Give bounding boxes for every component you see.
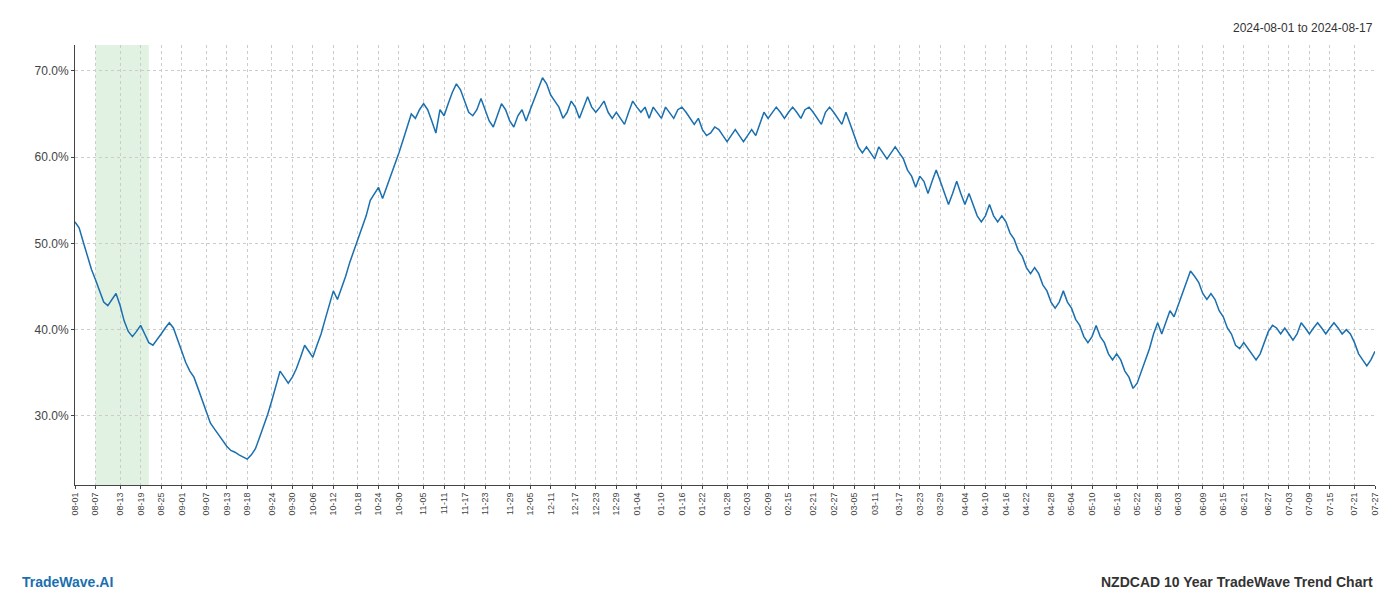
svg-text:05-04: 05-04 bbox=[1066, 493, 1076, 516]
svg-text:08-19: 08-19 bbox=[136, 493, 146, 516]
svg-text:01-22: 01-22 bbox=[697, 493, 707, 516]
svg-text:70.0%: 70.0% bbox=[35, 64, 69, 78]
svg-text:09-01: 09-01 bbox=[177, 493, 187, 516]
svg-text:05-16: 05-16 bbox=[1112, 493, 1122, 516]
svg-text:07-09: 07-09 bbox=[1304, 493, 1314, 516]
svg-text:02-09: 02-09 bbox=[763, 493, 773, 516]
svg-text:01-16: 01-16 bbox=[677, 493, 687, 516]
svg-text:06-09: 06-09 bbox=[1198, 493, 1208, 516]
svg-text:60.0%: 60.0% bbox=[35, 150, 69, 164]
svg-text:04-22: 04-22 bbox=[1021, 493, 1031, 516]
svg-text:12-23: 12-23 bbox=[591, 493, 601, 516]
svg-text:03-29: 03-29 bbox=[935, 493, 945, 516]
svg-text:11-29: 11-29 bbox=[505, 493, 515, 515]
svg-text:2024-08-01 to 2024-08-17: 2024-08-01 to 2024-08-17 bbox=[1233, 21, 1373, 35]
svg-text:06-27: 06-27 bbox=[1263, 493, 1273, 516]
svg-text:NZDCAD 10 Year TradeWave Trend: NZDCAD 10 Year TradeWave Trend Chart bbox=[1101, 574, 1373, 590]
svg-text:12-29: 12-29 bbox=[611, 493, 621, 516]
svg-text:11-23: 11-23 bbox=[480, 493, 490, 515]
svg-text:09-13: 09-13 bbox=[222, 493, 232, 516]
svg-text:12-17: 12-17 bbox=[570, 493, 580, 516]
svg-text:10-18: 10-18 bbox=[353, 493, 363, 516]
svg-text:11-17: 11-17 bbox=[460, 493, 470, 515]
svg-text:12-11: 12-11 bbox=[546, 493, 556, 515]
svg-text:08-07: 08-07 bbox=[90, 493, 100, 516]
svg-text:05-22: 05-22 bbox=[1132, 493, 1142, 516]
svg-text:09-18: 09-18 bbox=[242, 493, 252, 516]
svg-text:03-05: 03-05 bbox=[849, 493, 859, 516]
svg-text:02-27: 02-27 bbox=[829, 493, 839, 516]
svg-text:07-27: 07-27 bbox=[1370, 493, 1380, 516]
svg-text:09-24: 09-24 bbox=[267, 493, 277, 516]
svg-text:01-10: 01-10 bbox=[656, 493, 666, 516]
svg-text:09-30: 09-30 bbox=[287, 493, 297, 516]
svg-text:05-28: 05-28 bbox=[1153, 493, 1163, 516]
svg-text:12-05: 12-05 bbox=[525, 493, 535, 516]
svg-text:07-03: 07-03 bbox=[1284, 493, 1294, 516]
svg-text:03-11: 03-11 bbox=[870, 493, 880, 515]
svg-text:08-25: 08-25 bbox=[156, 493, 166, 516]
svg-text:04-16: 04-16 bbox=[1001, 493, 1011, 516]
svg-text:TradeWave.AI: TradeWave.AI bbox=[22, 574, 113, 590]
svg-text:09-07: 09-07 bbox=[201, 493, 211, 516]
svg-text:10-12: 10-12 bbox=[328, 493, 338, 516]
svg-text:05-10: 05-10 bbox=[1087, 493, 1097, 516]
svg-text:01-28: 01-28 bbox=[722, 493, 732, 516]
svg-text:03-17: 03-17 bbox=[894, 493, 904, 516]
svg-text:08-01: 08-01 bbox=[70, 493, 80, 516]
svg-text:06-15: 06-15 bbox=[1218, 493, 1228, 516]
svg-text:10-06: 10-06 bbox=[308, 493, 318, 516]
svg-text:50.0%: 50.0% bbox=[35, 237, 69, 251]
svg-text:08-13: 08-13 bbox=[115, 493, 125, 516]
svg-text:02-21: 02-21 bbox=[808, 493, 818, 516]
svg-text:10-30: 10-30 bbox=[394, 493, 404, 516]
svg-text:04-28: 04-28 bbox=[1046, 493, 1056, 516]
svg-text:04-04: 04-04 bbox=[960, 493, 970, 516]
svg-text:06-03: 06-03 bbox=[1173, 493, 1183, 516]
svg-text:07-21: 07-21 bbox=[1349, 493, 1359, 516]
svg-text:10-24: 10-24 bbox=[373, 493, 383, 516]
svg-text:07-15: 07-15 bbox=[1325, 493, 1335, 516]
svg-text:04-10: 04-10 bbox=[980, 493, 990, 516]
svg-text:02-15: 02-15 bbox=[783, 493, 793, 516]
svg-text:03-23: 03-23 bbox=[915, 493, 925, 516]
svg-text:40.0%: 40.0% bbox=[35, 323, 69, 337]
svg-text:01-04: 01-04 bbox=[632, 493, 642, 516]
svg-text:02-03: 02-03 bbox=[742, 493, 752, 516]
svg-text:11-11: 11-11 bbox=[439, 493, 449, 515]
svg-text:30.0%: 30.0% bbox=[35, 409, 69, 423]
svg-text:11-05: 11-05 bbox=[419, 493, 429, 515]
svg-text:06-21: 06-21 bbox=[1239, 493, 1249, 516]
